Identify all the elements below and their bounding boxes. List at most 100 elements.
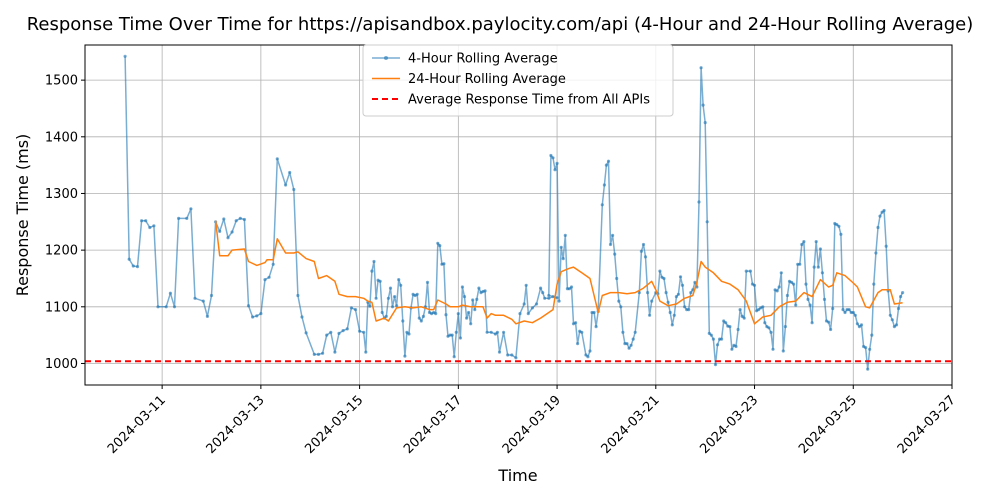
data-point	[362, 330, 366, 334]
data-point	[417, 316, 421, 320]
data-point	[672, 313, 676, 317]
x-axis-ticks: 2024-03-11 2024-03-13 2024-03-15 2024-03-17…	[105, 385, 959, 457]
data-point	[393, 295, 397, 299]
data-point	[316, 352, 321, 356]
data-point	[888, 313, 892, 317]
data-point	[189, 207, 193, 211]
data-point	[485, 330, 489, 334]
data-point	[742, 316, 746, 320]
data-point	[370, 269, 374, 273]
data-point	[621, 330, 625, 334]
data-point	[761, 305, 765, 309]
data-point	[769, 330, 773, 334]
data-point	[864, 346, 868, 350]
data-point	[625, 342, 629, 346]
data-point	[222, 217, 226, 221]
x-tick-label: 2024-03-13	[204, 393, 268, 457]
data-point	[547, 293, 551, 298]
data-point	[870, 333, 874, 337]
data-point	[606, 159, 611, 163]
data-point	[670, 323, 674, 327]
data-point	[901, 291, 905, 295]
data-point	[321, 351, 325, 355]
data-point	[458, 336, 462, 340]
legend-label: Average Response Time from All APIs	[408, 93, 650, 108]
data-point	[783, 325, 788, 329]
data-point	[534, 302, 539, 306]
data-point	[358, 329, 362, 333]
data-point	[781, 349, 785, 353]
data-point	[403, 354, 407, 358]
data-point	[246, 304, 251, 308]
data-point	[226, 236, 230, 240]
data-point	[325, 333, 329, 337]
data-point	[662, 276, 666, 281]
data-point	[475, 297, 479, 301]
data-point	[419, 319, 423, 323]
data-point	[736, 327, 740, 332]
data-point	[127, 257, 131, 261]
data-point	[539, 286, 543, 290]
data-point	[748, 269, 753, 273]
data-point	[882, 208, 886, 213]
data-point	[526, 312, 530, 316]
data-point	[364, 350, 368, 354]
data-point	[467, 310, 471, 315]
data-point	[349, 306, 353, 310]
data-point	[341, 329, 345, 333]
24-hour-rolling-average-line	[214, 220, 903, 325]
data-point	[874, 251, 878, 255]
data-point	[730, 347, 734, 351]
data-point	[851, 310, 855, 315]
data-point	[709, 333, 713, 337]
data-point	[353, 308, 358, 312]
data-point	[843, 310, 847, 315]
data-point	[555, 161, 559, 165]
data-point	[510, 353, 514, 357]
data-point	[847, 308, 851, 312]
data-point	[703, 121, 707, 125]
data-point	[442, 262, 446, 266]
data-point	[292, 187, 296, 192]
data-point	[251, 315, 255, 319]
data-point	[697, 200, 701, 204]
data-point	[894, 323, 899, 327]
data-point	[144, 219, 148, 223]
data-point	[631, 337, 635, 341]
data-point	[785, 293, 790, 298]
data-point	[693, 280, 697, 284]
data-point	[465, 316, 469, 320]
data-point	[193, 296, 197, 300]
data-point	[689, 291, 693, 295]
data-point	[553, 168, 557, 172]
data-point	[415, 292, 419, 296]
data-point	[388, 286, 393, 290]
data-point	[312, 352, 316, 356]
data-point	[164, 305, 168, 309]
data-point	[699, 66, 703, 70]
data-point	[140, 219, 144, 223]
data-point	[131, 264, 135, 268]
data-point	[738, 308, 742, 312]
data-point	[839, 232, 843, 236]
data-point	[425, 280, 430, 284]
data-point	[674, 295, 679, 299]
data-point	[337, 331, 341, 335]
data-point	[627, 346, 631, 350]
data-point	[775, 289, 779, 293]
data-point	[855, 322, 860, 326]
data-point	[452, 355, 456, 359]
data-point	[438, 244, 442, 248]
data-point	[658, 269, 662, 273]
data-point	[580, 330, 584, 334]
data-point	[172, 305, 177, 309]
data-point	[798, 262, 802, 266]
data-point	[559, 245, 563, 249]
data-point	[518, 312, 522, 316]
data-point	[489, 330, 493, 334]
legend: 4-Hour Rolling Average 24-Hour Rolling Av…	[362, 44, 674, 117]
data-point	[600, 203, 604, 207]
data-point	[267, 275, 271, 279]
data-point	[666, 300, 670, 304]
data-point	[648, 313, 652, 317]
